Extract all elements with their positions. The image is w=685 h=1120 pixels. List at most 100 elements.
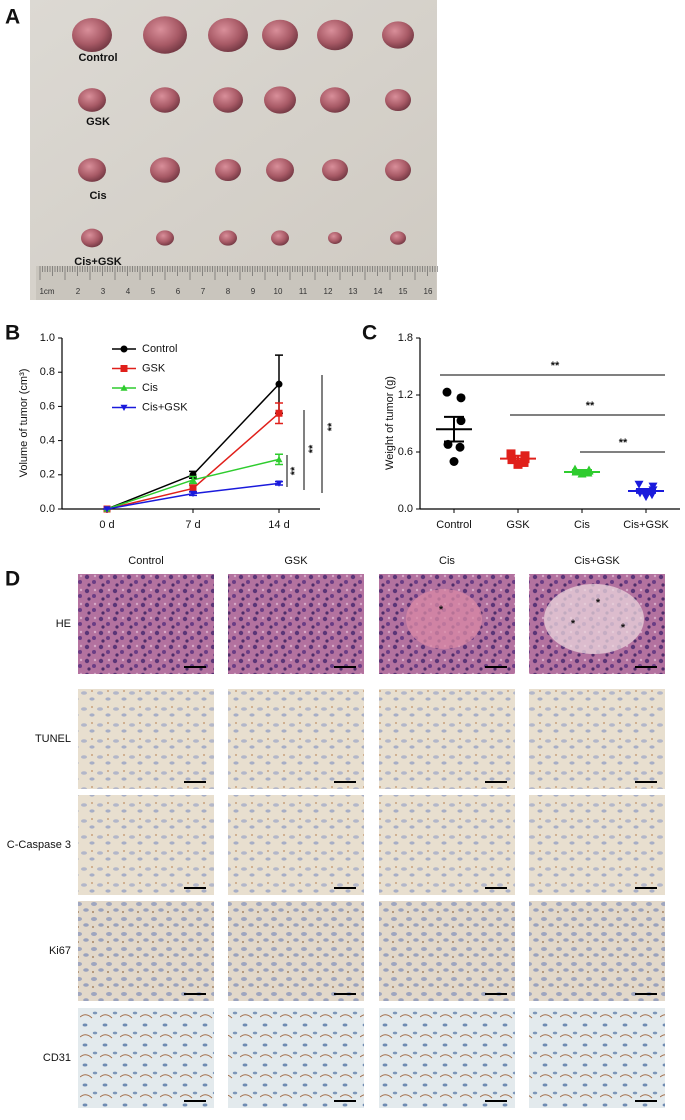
group-label: Cis+GSK	[74, 256, 121, 268]
column-label: GSK	[284, 555, 308, 567]
ruler-label: 9	[251, 287, 256, 296]
point	[120, 404, 128, 411]
ruler-label: 8	[226, 287, 231, 296]
tumor	[150, 87, 180, 113]
ruler-label: 3	[101, 287, 106, 296]
point	[120, 345, 128, 353]
point	[189, 490, 197, 498]
tumor	[215, 158, 241, 182]
micrograph	[379, 1008, 515, 1108]
ruler-label: 10	[274, 287, 283, 296]
legend-label: Cis	[142, 382, 158, 394]
panel-label: D	[5, 568, 20, 591]
tumor	[382, 21, 414, 49]
tumor	[213, 87, 243, 113]
tumor	[219, 230, 237, 246]
significance-label: **	[307, 444, 319, 453]
ruler-label: 11	[299, 287, 308, 296]
significance-label: **	[326, 422, 338, 431]
x-tick-label: Cis+GSK	[623, 519, 669, 531]
x-tick-label: Control	[436, 519, 471, 531]
point	[634, 480, 644, 489]
micrograph	[529, 901, 665, 1001]
micrograph	[78, 689, 214, 789]
micrograph	[228, 795, 364, 895]
tumor	[390, 231, 406, 245]
tumor	[385, 158, 411, 182]
ruler-label: 7	[201, 287, 206, 296]
micrograph	[529, 795, 665, 895]
x-tick-label: GSK	[506, 519, 530, 531]
x-tick-label: 14 d	[268, 519, 289, 531]
point	[513, 459, 523, 469]
point	[456, 393, 466, 403]
y-tick-label: 1.8	[398, 332, 413, 344]
tumor	[320, 87, 350, 113]
y-tick-label: 1.2	[398, 389, 413, 401]
y-tick-label: 1.0	[40, 332, 55, 344]
tumor	[143, 16, 187, 54]
tumor	[271, 230, 289, 246]
legend-label: Control	[142, 343, 177, 355]
group-label: Control	[78, 52, 117, 64]
asterisk: *	[571, 618, 576, 630]
micrograph	[78, 574, 214, 674]
panel-label: B	[5, 322, 20, 345]
legend-label: GSK	[142, 362, 166, 374]
asterisk: *	[439, 604, 444, 616]
tumor	[78, 88, 106, 112]
point	[275, 480, 283, 487]
ruler-label: 5	[151, 287, 156, 296]
column-label: Cis	[439, 555, 455, 567]
micrograph	[78, 901, 214, 1001]
micrograph	[228, 574, 364, 674]
significance-label: **	[289, 466, 301, 475]
y-axis-label: Weight of tumor (g)	[384, 376, 396, 470]
row-label: CD31	[43, 1052, 71, 1064]
group-label: Cis	[89, 190, 106, 202]
tumor	[262, 19, 298, 51]
point	[455, 442, 465, 452]
point	[275, 455, 283, 463]
column-label: Cis+GSK	[574, 555, 620, 567]
point	[189, 476, 197, 483]
panel-label: C	[362, 322, 377, 345]
y-tick-label: 0.6	[398, 446, 413, 458]
error-bar	[444, 415, 464, 443]
column-label: Control	[128, 555, 163, 567]
necrosis	[544, 584, 644, 654]
point	[275, 409, 283, 417]
y-axis-label: Volume of tumor (cm³)	[18, 369, 30, 478]
y-tick-label: 0.0	[398, 503, 413, 515]
row-label: HE	[56, 618, 71, 630]
tumor	[78, 158, 106, 182]
micrograph	[529, 689, 665, 789]
ruler-label: 1cm	[39, 287, 54, 296]
tumor	[208, 18, 248, 52]
y-tick-label: 0.0	[40, 503, 55, 515]
point	[103, 506, 111, 513]
ruler-label: 2	[76, 287, 81, 296]
significance-label: **	[551, 360, 560, 372]
ruler-label: 16	[424, 287, 433, 296]
asterisk: *	[621, 622, 626, 634]
y-tick-label: 0.2	[40, 469, 55, 481]
ruler-label: 15	[399, 287, 408, 296]
ruler-label: 13	[349, 287, 358, 296]
tumor	[81, 228, 103, 248]
micrograph	[228, 1008, 364, 1108]
point	[189, 484, 197, 492]
necrosis	[406, 589, 482, 649]
x-tick-label: Cis	[574, 519, 590, 531]
significance-label: **	[619, 437, 628, 449]
row-label: C-Caspase 3	[7, 839, 71, 851]
ruler-label: 4	[126, 287, 131, 296]
point	[456, 416, 466, 426]
row-label: Ki67	[49, 945, 71, 957]
tumor	[156, 230, 174, 246]
point	[120, 365, 128, 372]
micrograph	[529, 1008, 665, 1108]
tumor	[72, 18, 112, 52]
micrograph	[379, 689, 515, 789]
